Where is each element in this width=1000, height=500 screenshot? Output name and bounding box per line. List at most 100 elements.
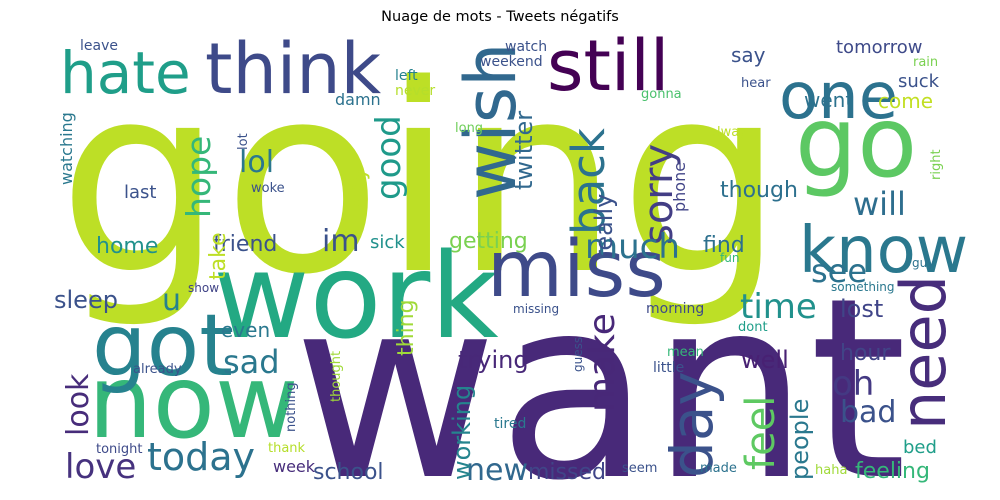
word-oh: oh (832, 364, 874, 404)
word-need: need (887, 275, 960, 430)
word-find: find (703, 233, 745, 258)
word-home: home (96, 234, 158, 259)
word-watching: watching (57, 112, 76, 185)
word-haha: haha (815, 463, 847, 478)
word-sleep: sleep (54, 286, 118, 314)
word-u: u (162, 283, 181, 318)
word-wish: wish (450, 42, 532, 200)
word-leave: leave (80, 38, 118, 54)
word-long: long (455, 121, 483, 136)
word-thank: thank (268, 441, 306, 456)
word-tomorrow: tomorrow (836, 37, 922, 58)
word-way: way (346, 168, 371, 213)
word-hate: hate (60, 39, 191, 107)
word-lot: lot (236, 133, 251, 150)
word-guy: guy (912, 256, 934, 270)
word-tired: tired (494, 416, 526, 432)
word-time: time (740, 287, 817, 327)
word-phone: phone (670, 162, 689, 212)
word-think: think (205, 28, 382, 110)
word-people: people (786, 399, 814, 480)
word-back: back (562, 128, 615, 235)
word-going: going (58, 30, 784, 332)
word-working: working (448, 385, 476, 480)
word-feeling: feeling (855, 459, 930, 484)
word-still: still (547, 25, 669, 107)
word-much: much (585, 227, 680, 267)
word-right: right (929, 149, 944, 180)
word-nothing: nothing (284, 382, 299, 432)
word-seem: seem (622, 461, 657, 476)
word-make: make (582, 313, 623, 412)
word-thing: thing (394, 299, 419, 356)
word-know: know (799, 214, 968, 288)
word-already: already (133, 362, 182, 377)
word-missing: missing (513, 302, 559, 316)
word-im: im (322, 224, 360, 259)
word-miss: miss (487, 225, 666, 315)
word-come: come (878, 89, 933, 113)
word-missed: missed (528, 460, 606, 485)
word-love: love (65, 447, 136, 487)
word-guess: guess (571, 337, 585, 372)
word-watch: watch (505, 39, 547, 55)
word-trying: trying (458, 346, 529, 374)
word-tonight: tonight (96, 442, 143, 457)
word-will: will (853, 185, 906, 223)
word-show: show (188, 281, 219, 295)
word-day: day (658, 371, 726, 478)
word-friend: friend (213, 232, 277, 257)
word-sick: sick (370, 232, 405, 253)
word-suck: suck (898, 71, 940, 92)
word-something: something (831, 280, 895, 294)
word-made: made (700, 461, 737, 476)
word-left: left (395, 68, 418, 84)
word-lol: lol (239, 145, 274, 180)
word-got: got (92, 296, 233, 396)
word-gonna: gonna (641, 87, 682, 102)
word-today: today (147, 435, 255, 479)
word-morning: morning (646, 301, 704, 317)
word-say: say (731, 43, 766, 67)
word-thought: thought (329, 351, 344, 402)
word-twitter: twitter (510, 111, 538, 190)
word-work: work (213, 227, 499, 365)
word-bad: bad (840, 395, 896, 430)
word-little: little (653, 360, 684, 376)
word-sorry: sorry (636, 144, 682, 245)
word-though: though (720, 178, 798, 203)
word-hope: hope (179, 136, 218, 218)
word-look: look (61, 373, 96, 436)
word-sad: sad (223, 343, 280, 381)
word-fun: fun (720, 251, 739, 265)
word-lost: lost (840, 295, 883, 323)
word-woke: woke (251, 181, 285, 196)
word-hour: hour (840, 341, 891, 366)
word-week: week (273, 457, 316, 476)
word-bed: bed (903, 437, 937, 458)
word-now: now (88, 343, 298, 462)
word-hear: hear (741, 76, 771, 91)
word-want: want (293, 244, 907, 500)
word-new: new (466, 453, 528, 488)
word-went: went (804, 88, 853, 112)
word-see: see (811, 252, 867, 290)
word-alway: alway (709, 125, 747, 140)
word-mean: mean (667, 345, 704, 360)
word-go: go (795, 86, 917, 200)
word-even: even (221, 318, 270, 342)
word-one: one (779, 60, 898, 134)
word-really: really (590, 194, 618, 260)
word-getting: getting (449, 229, 528, 254)
word-good: good (369, 115, 409, 200)
word-never: never (395, 83, 435, 99)
word-weekend: weekend (480, 54, 543, 70)
chart-title: Nuage de mots - Tweets négatifs (381, 9, 619, 25)
word-school: school (313, 460, 384, 485)
word-damn: damn (335, 90, 381, 109)
word-feel: feel (738, 396, 784, 470)
word-dont: dont (738, 320, 768, 335)
word-rain: rain (913, 55, 938, 70)
word-well: well (741, 346, 789, 374)
